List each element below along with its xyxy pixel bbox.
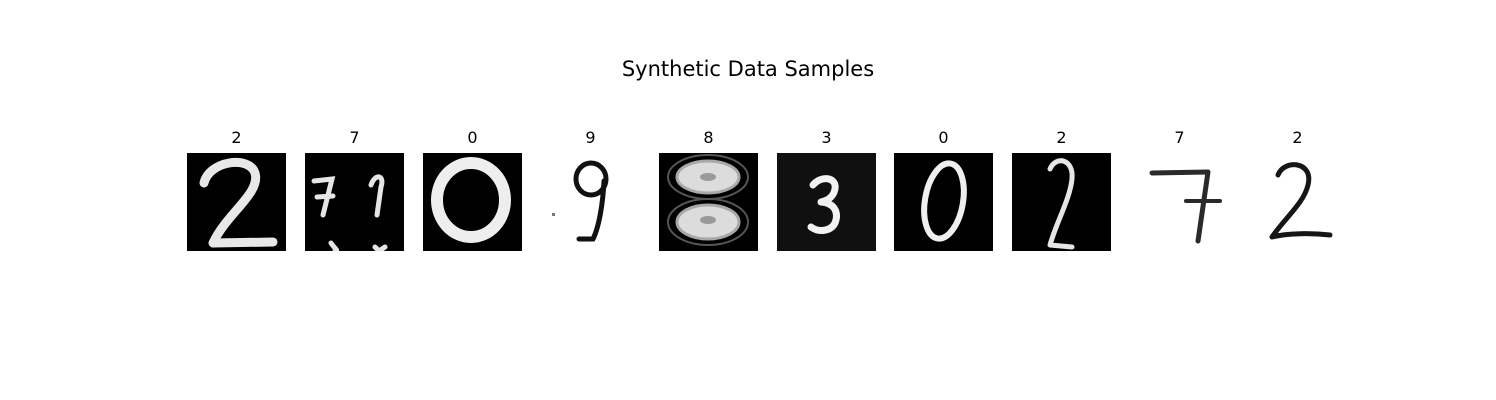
digit-image bbox=[187, 153, 286, 251]
sample-label: 3 bbox=[821, 128, 832, 147]
digit-image bbox=[541, 153, 640, 251]
sample-7: 0 bbox=[894, 128, 993, 251]
sample-label: 2 bbox=[1056, 128, 1067, 147]
sample-label: 9 bbox=[585, 128, 596, 147]
digit-image bbox=[659, 153, 758, 251]
sample-1: 2 bbox=[187, 128, 286, 251]
digit-image bbox=[1012, 153, 1111, 251]
sample-label: 2 bbox=[1292, 128, 1303, 147]
sample-5: 8 bbox=[659, 128, 758, 251]
sample-label: 7 bbox=[349, 128, 360, 147]
sample-8: 2 bbox=[1012, 128, 1111, 251]
sample-2: 7 bbox=[305, 128, 404, 251]
sample-4: 9 bbox=[541, 128, 640, 251]
digit-image bbox=[894, 153, 993, 251]
digit-image bbox=[1130, 153, 1229, 251]
digit-image bbox=[777, 153, 876, 251]
sample-label: 2 bbox=[231, 128, 242, 147]
sample-label: 0 bbox=[938, 128, 949, 147]
sample-label: 0 bbox=[467, 128, 478, 147]
sample-6: 3 bbox=[777, 128, 876, 251]
sample-3: 0 bbox=[423, 128, 522, 251]
digit-image bbox=[423, 153, 522, 251]
digit-image bbox=[1248, 153, 1347, 251]
sample-9: 7 bbox=[1130, 128, 1229, 251]
figure-title: Synthetic Data Samples bbox=[621, 57, 875, 81]
sample-label: 8 bbox=[703, 128, 714, 147]
sample-10: 2 bbox=[1248, 128, 1347, 251]
sample-label: 7 bbox=[1174, 128, 1185, 147]
digit-image bbox=[305, 153, 404, 251]
